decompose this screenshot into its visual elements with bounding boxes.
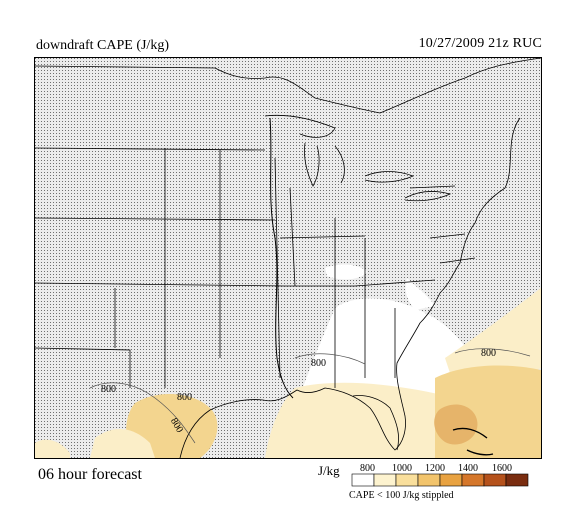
cape-shading xyxy=(35,264,541,458)
colorbar-svg xyxy=(351,473,529,487)
canada-border xyxy=(35,58,541,114)
units-label: J/kg xyxy=(318,463,340,478)
contour-gulf xyxy=(294,353,366,365)
boundaries xyxy=(35,58,541,458)
carib-dark-blob xyxy=(434,404,478,445)
forecast-label: 06 hour forecast xyxy=(38,466,142,483)
colorbar xyxy=(350,464,530,495)
coastline-east xyxy=(179,117,521,458)
colorbar-tick: 1200 xyxy=(425,463,445,474)
colorbar-tick: 1400 xyxy=(458,463,478,474)
carolina-clear-region xyxy=(405,278,435,310)
contour-label: 800 xyxy=(311,358,326,369)
field-title: downdraft CAPE (J/kg) xyxy=(36,38,169,53)
contour-label: 800 xyxy=(481,348,496,359)
colorbar-tick: 1600 xyxy=(492,463,512,474)
colorbar-swatch xyxy=(417,473,441,487)
florida xyxy=(352,395,399,451)
mississippi-river xyxy=(269,117,294,399)
stipple-note: CAPE < 100 J/kg stippled xyxy=(349,490,454,501)
colorbar-swatch xyxy=(351,473,375,487)
tennessee-clear-region xyxy=(325,264,367,280)
colorbar-swatch xyxy=(461,473,485,487)
colorbar-swatch xyxy=(439,473,463,487)
contour-texas xyxy=(89,382,196,444)
colorbar-tick: 1000 xyxy=(392,463,412,474)
mexico-light-region xyxy=(35,439,70,458)
cuba xyxy=(452,427,494,456)
contours xyxy=(89,348,531,444)
state-lines xyxy=(35,147,476,388)
texas-light-region xyxy=(90,428,155,458)
atlantic-light-region xyxy=(445,288,541,388)
map-panel: 800 800 800 800 800 xyxy=(34,57,542,459)
contour-label: 800 xyxy=(101,384,116,395)
colorbar-swatch xyxy=(373,473,397,487)
colorbar-tick: 800 xyxy=(360,463,375,474)
great-lakes xyxy=(264,114,452,202)
weather-map xyxy=(35,58,541,458)
colorbar-swatch xyxy=(505,473,529,487)
run-info: 10/27/2009 21z RUC xyxy=(418,36,542,51)
colorbar-swatch xyxy=(483,473,507,487)
contour-atlantic xyxy=(454,348,531,357)
colorbar-swatch xyxy=(395,473,419,487)
contour-label: 800 xyxy=(177,392,192,403)
